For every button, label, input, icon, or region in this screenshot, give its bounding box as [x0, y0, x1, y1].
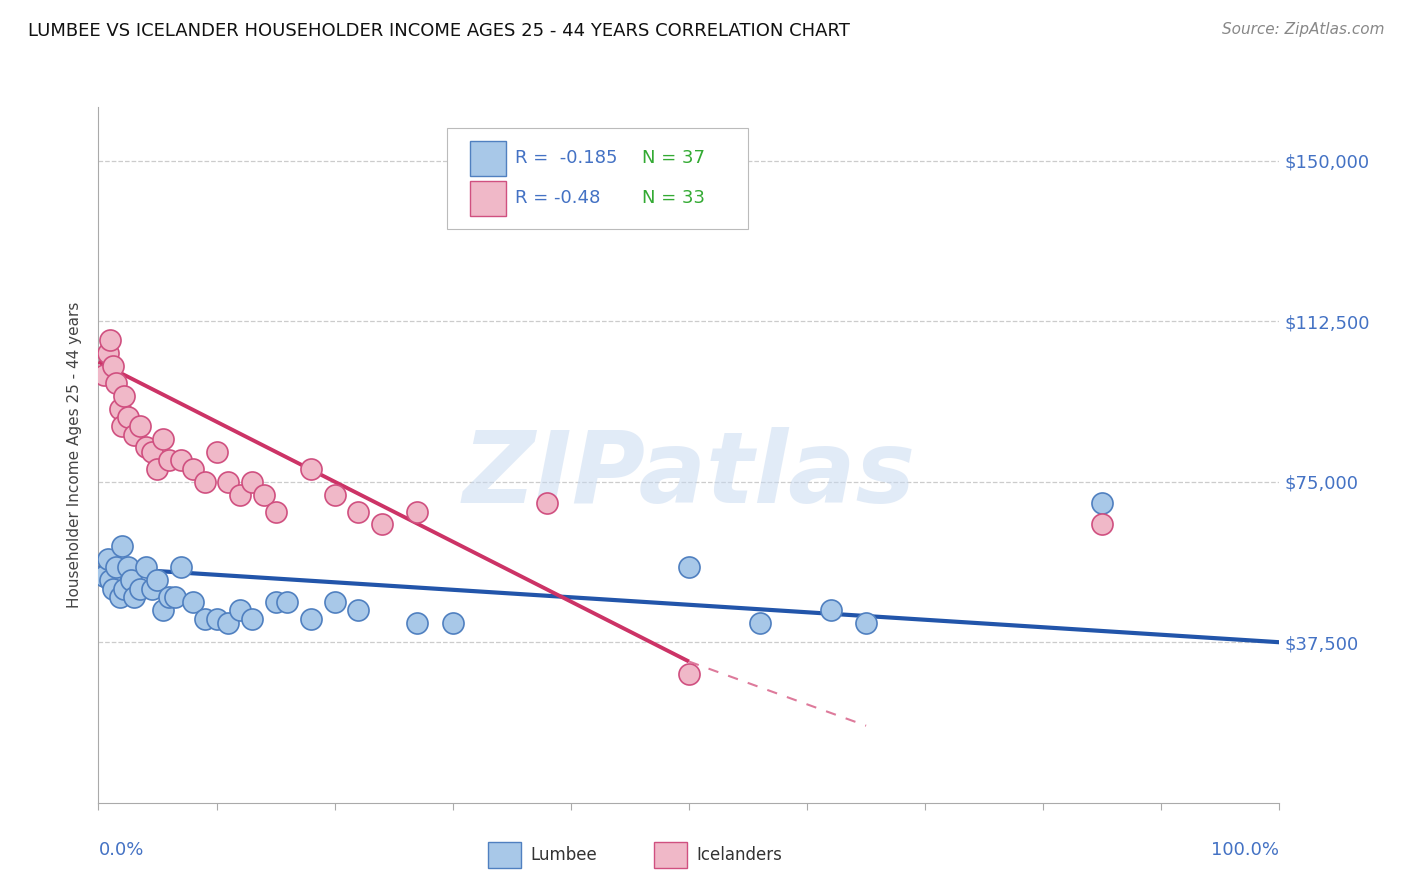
Point: [93, 368, 115, 382]
Point: [323, 594, 346, 608]
Point: [165, 591, 187, 605]
Point: [146, 573, 169, 587]
Point: [536, 496, 558, 510]
Point: [101, 582, 124, 596]
Point: [111, 539, 134, 553]
Point: [97, 346, 120, 360]
Point: [141, 582, 163, 596]
Point: [323, 487, 346, 501]
Point: [117, 410, 139, 425]
Point: [170, 453, 193, 467]
Y-axis label: Householder Income Ages 25 - 44 years: Householder Income Ages 25 - 44 years: [67, 301, 83, 608]
Text: N = 37: N = 37: [641, 149, 704, 168]
Point: [112, 389, 135, 403]
FancyBboxPatch shape: [654, 842, 686, 868]
Text: R =  -0.185: R = -0.185: [516, 149, 617, 168]
Point: [108, 401, 131, 416]
Point: [441, 615, 464, 630]
Point: [181, 462, 204, 476]
Point: [170, 560, 193, 574]
Point: [112, 582, 135, 596]
Point: [406, 505, 429, 519]
Point: [93, 569, 115, 583]
Point: [855, 615, 877, 630]
Point: [181, 594, 204, 608]
Point: [820, 603, 842, 617]
Point: [299, 612, 322, 626]
Point: [194, 612, 217, 626]
FancyBboxPatch shape: [447, 128, 748, 229]
Point: [157, 591, 180, 605]
Point: [97, 551, 120, 566]
Text: 100.0%: 100.0%: [1212, 841, 1279, 859]
Point: [98, 573, 121, 587]
Text: ZIPatlas: ZIPatlas: [463, 427, 915, 524]
Point: [264, 594, 287, 608]
Point: [217, 615, 239, 630]
Point: [205, 444, 228, 458]
Point: [240, 475, 263, 489]
Point: [146, 462, 169, 476]
Point: [276, 594, 298, 608]
Point: [128, 419, 150, 434]
Point: [264, 505, 287, 519]
Point: [347, 505, 370, 519]
Point: [748, 615, 770, 630]
Point: [253, 487, 276, 501]
Text: 0.0%: 0.0%: [98, 841, 143, 859]
FancyBboxPatch shape: [471, 181, 506, 216]
Point: [128, 582, 150, 596]
Point: [240, 612, 263, 626]
Point: [371, 517, 394, 532]
Point: [135, 560, 157, 574]
Point: [406, 615, 429, 630]
Point: [157, 453, 180, 467]
Point: [105, 560, 128, 574]
Text: N = 33: N = 33: [641, 189, 704, 207]
Point: [217, 475, 239, 489]
Point: [205, 612, 228, 626]
Point: [122, 591, 145, 605]
Text: LUMBEE VS ICELANDER HOUSEHOLDER INCOME AGES 25 - 44 YEARS CORRELATION CHART: LUMBEE VS ICELANDER HOUSEHOLDER INCOME A…: [28, 22, 851, 40]
FancyBboxPatch shape: [471, 141, 506, 176]
Point: [108, 591, 131, 605]
Point: [105, 376, 128, 391]
Text: Source: ZipAtlas.com: Source: ZipAtlas.com: [1222, 22, 1385, 37]
Point: [122, 427, 145, 442]
Point: [1091, 517, 1114, 532]
Point: [299, 462, 322, 476]
Point: [229, 487, 252, 501]
Point: [152, 432, 174, 446]
Text: R = -0.48: R = -0.48: [516, 189, 600, 207]
Point: [194, 475, 217, 489]
Point: [98, 334, 121, 348]
Point: [347, 603, 370, 617]
Text: Lumbee: Lumbee: [530, 846, 598, 864]
Point: [117, 560, 139, 574]
Text: Icelanders: Icelanders: [696, 846, 782, 864]
Point: [229, 603, 252, 617]
Point: [1091, 496, 1114, 510]
Point: [152, 603, 174, 617]
Point: [101, 359, 124, 373]
Point: [135, 441, 157, 455]
Point: [678, 667, 700, 681]
FancyBboxPatch shape: [488, 842, 522, 868]
Point: [141, 444, 163, 458]
Point: [678, 560, 700, 574]
Point: [121, 573, 143, 587]
Point: [111, 419, 134, 434]
